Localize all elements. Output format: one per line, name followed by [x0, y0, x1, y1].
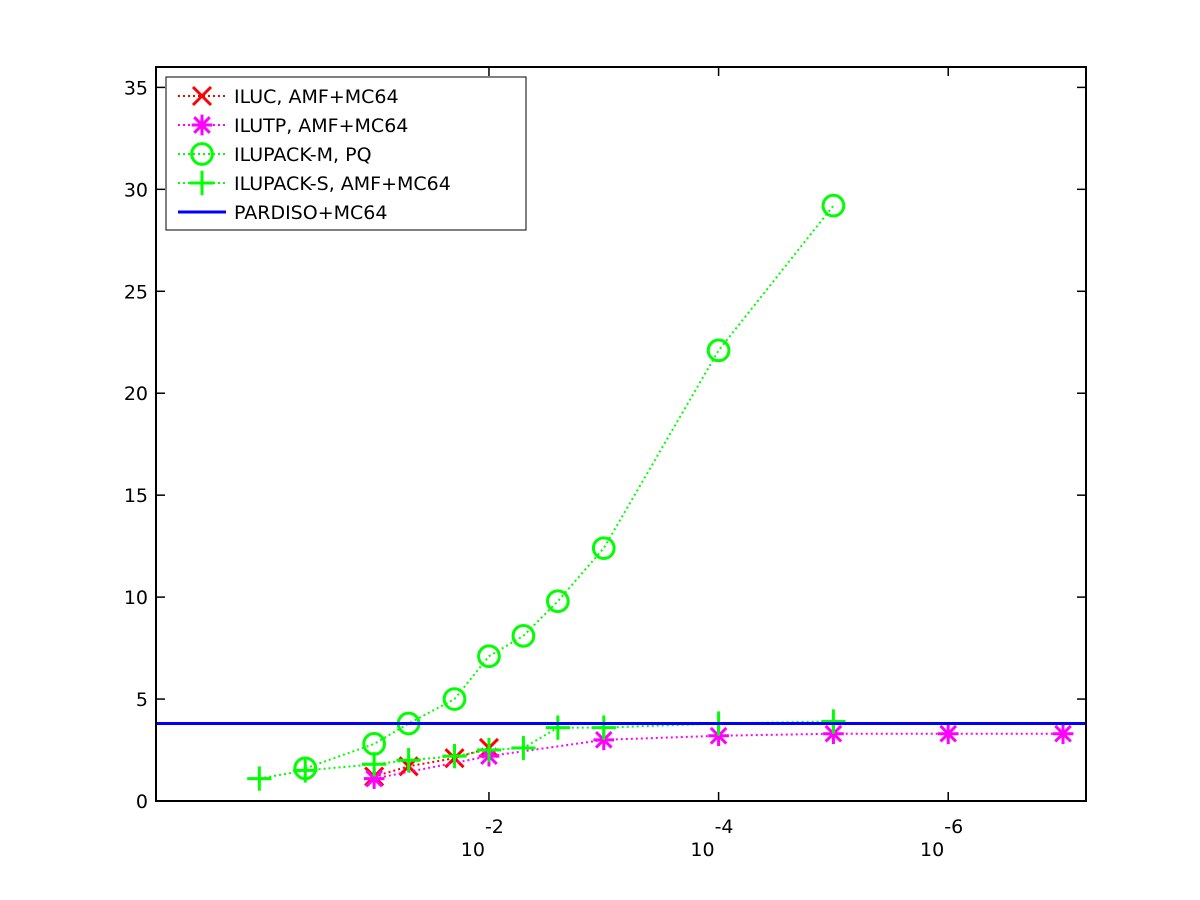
series-line: [259, 720, 834, 780]
legend-box: [165, 76, 527, 231]
legend-entry: ILUC, AMF+MC64: [178, 85, 399, 108]
data-point: [1052, 723, 1074, 745]
x-axis: 10-210-410-6: [461, 67, 963, 861]
legend-entry: ILUPACK-M, PQ: [178, 142, 372, 166]
data-point: [477, 644, 501, 669]
data-point: [247, 766, 272, 791]
legend-label: ILUTP, AMF+MC64: [234, 115, 408, 137]
y-tick-label: 10: [124, 587, 148, 609]
y-tick-label: 0: [136, 791, 148, 813]
series-layer: [156, 193, 1086, 791]
x-tick-label-exponent: -4: [715, 816, 734, 838]
x-tick-label-exponent: -6: [944, 816, 963, 838]
data-point: [545, 715, 571, 740]
y-tick-label: 30: [124, 179, 148, 201]
data-point: [191, 114, 213, 136]
data-point: [361, 752, 387, 777]
data-point: [189, 170, 215, 196]
legend-entry: PARDISO+MC64: [178, 202, 387, 224]
data-point: [442, 687, 467, 711]
data-point: [821, 193, 846, 218]
series-line: [304, 205, 835, 770]
legend-label: PARDISO+MC64: [234, 202, 387, 224]
data-point: [546, 589, 570, 614]
data-point: [591, 715, 616, 740]
x-tick-label-exponent: -2: [485, 816, 504, 838]
y-tick-label: 15: [124, 485, 148, 507]
data-point: [476, 737, 502, 763]
y-tick-label: 5: [136, 689, 148, 711]
legend-entry: ILUTP, AMF+MC64: [178, 114, 408, 137]
legend-entry: ILUPACK-S, AMF+MC64: [178, 170, 451, 196]
data-point: [396, 748, 421, 773]
legend-label: ILUPACK-S, AMF+MC64: [234, 173, 451, 195]
series: [293, 193, 846, 781]
plot-area-frame: [155, 66, 1087, 802]
legend: ILUC, AMF+MC64 ILUTP, AMF+MC64 ILUPACK-M, …: [165, 76, 527, 231]
data-point: [706, 338, 731, 363]
x-tick-label-base: 10: [461, 839, 485, 861]
data-point: [821, 709, 846, 734]
data-point: [511, 624, 536, 648]
data-point: [362, 732, 386, 756]
y-tick-label: 25: [124, 281, 148, 303]
data-point: [190, 142, 214, 166]
legend-label: ILUPACK-M, PQ: [234, 144, 372, 166]
x-tick-label-base: 10: [690, 839, 714, 861]
series: [247, 709, 846, 791]
legend-label: ILUC, AMF+MC64: [234, 86, 399, 108]
data-point: [823, 723, 844, 745]
y-tick-label: 35: [124, 77, 148, 99]
series-line: [373, 747, 490, 778]
y-axis: 0 5 10 15 20 25 30 35: [124, 77, 1086, 813]
y-tick-label: 20: [124, 383, 148, 405]
x-tick-label-base: 10: [920, 839, 944, 861]
data-point: [191, 85, 213, 107]
data-point: [591, 536, 616, 561]
data-point: [511, 735, 536, 761]
data-point: [937, 723, 959, 745]
data-point: [442, 743, 467, 769]
data-point: [293, 758, 318, 783]
